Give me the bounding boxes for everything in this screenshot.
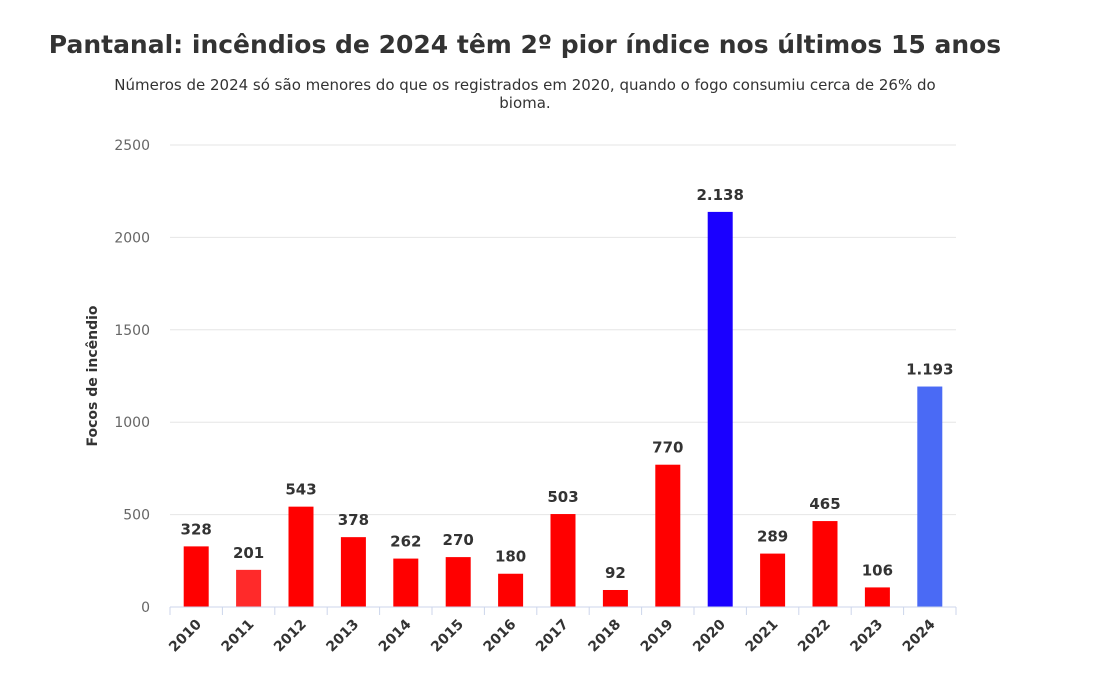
x-tick-label-2011: 2011 — [219, 617, 258, 656]
data-label-2012: 543 — [285, 481, 316, 499]
x-tick-label-2023: 2023 — [847, 617, 886, 656]
data-label-2019: 770 — [652, 439, 683, 457]
data-label-2016: 180 — [495, 548, 526, 566]
bar-2016 — [498, 573, 524, 607]
x-tick-label-2015: 2015 — [428, 617, 467, 656]
y-tick-label: 500 — [123, 508, 150, 524]
x-tick-label-2016: 2016 — [481, 617, 520, 656]
x-tick-label-2021: 2021 — [743, 617, 782, 656]
y-axis-ticks: 0 500 1000 1500 2000 2500 — [114, 138, 150, 616]
data-labels: 328 201 543 378 262 270 180 503 92 770 2.138 289 465… — [181, 186, 954, 582]
data-label-2013: 378 — [338, 511, 369, 529]
bar-2011 — [236, 569, 262, 607]
data-label-2011: 201 — [233, 544, 264, 562]
x-tick-label-2019: 2019 — [638, 617, 677, 656]
bar-2014 — [393, 558, 419, 607]
data-label-2024: 1.193 — [906, 361, 953, 379]
y-tick-label: 0 — [141, 600, 150, 616]
bar-2018 — [602, 589, 628, 607]
bar-2023 — [864, 587, 890, 607]
bar-2022 — [812, 521, 838, 607]
x-tick-label-2017: 2017 — [533, 617, 572, 656]
bar-2012 — [288, 506, 314, 607]
x-tick-label-2022: 2022 — [795, 617, 834, 656]
data-label-2015: 270 — [443, 531, 474, 549]
x-tick-label-2012: 2012 — [271, 617, 310, 656]
y-tick-label: 2000 — [114, 230, 150, 246]
bar-2010 — [183, 546, 209, 607]
x-tick-label-2013: 2013 — [323, 617, 362, 656]
data-label-2021: 289 — [757, 528, 788, 546]
bar-2019 — [655, 464, 681, 607]
y-tick-label: 2500 — [114, 138, 150, 154]
x-tick-label-2010: 2010 — [166, 616, 205, 655]
chart-title: Pantanal: incêndios de 2024 têm 2º pior … — [48, 30, 1002, 59]
data-label-2014: 262 — [390, 533, 421, 551]
x-tick-label-2024: 2024 — [900, 616, 939, 655]
data-label-2020: 2.138 — [696, 186, 743, 204]
x-tick-label-2014: 2014 — [376, 616, 415, 655]
x-tick-label-2020: 2020 — [690, 616, 729, 655]
data-label-2023: 106 — [862, 561, 893, 579]
bar-2013 — [340, 537, 366, 607]
x-tick-label-2018: 2018 — [585, 617, 624, 656]
data-label-2018: 92 — [605, 564, 626, 582]
data-label-2010: 328 — [181, 520, 212, 538]
bar-2021 — [760, 553, 786, 607]
y-axis-title: Focos de incêndio — [85, 305, 101, 446]
bar-2015 — [445, 557, 471, 607]
bars — [183, 211, 943, 608]
bar-2017 — [550, 514, 576, 607]
chart-subtitle: Números de 2024 só são menores do que os… — [114, 76, 936, 112]
bar-2020 — [707, 211, 733, 608]
y-tick-label: 1500 — [114, 323, 150, 339]
x-axis-ticks: 2010 2011 2012 2013 2014 2015 2016 2017 2018 2019… — [166, 607, 957, 656]
y-tick-label: 1000 — [114, 415, 150, 431]
data-label-2017: 503 — [547, 488, 578, 506]
bar-2024 — [917, 386, 943, 607]
data-label-2022: 465 — [809, 495, 840, 513]
